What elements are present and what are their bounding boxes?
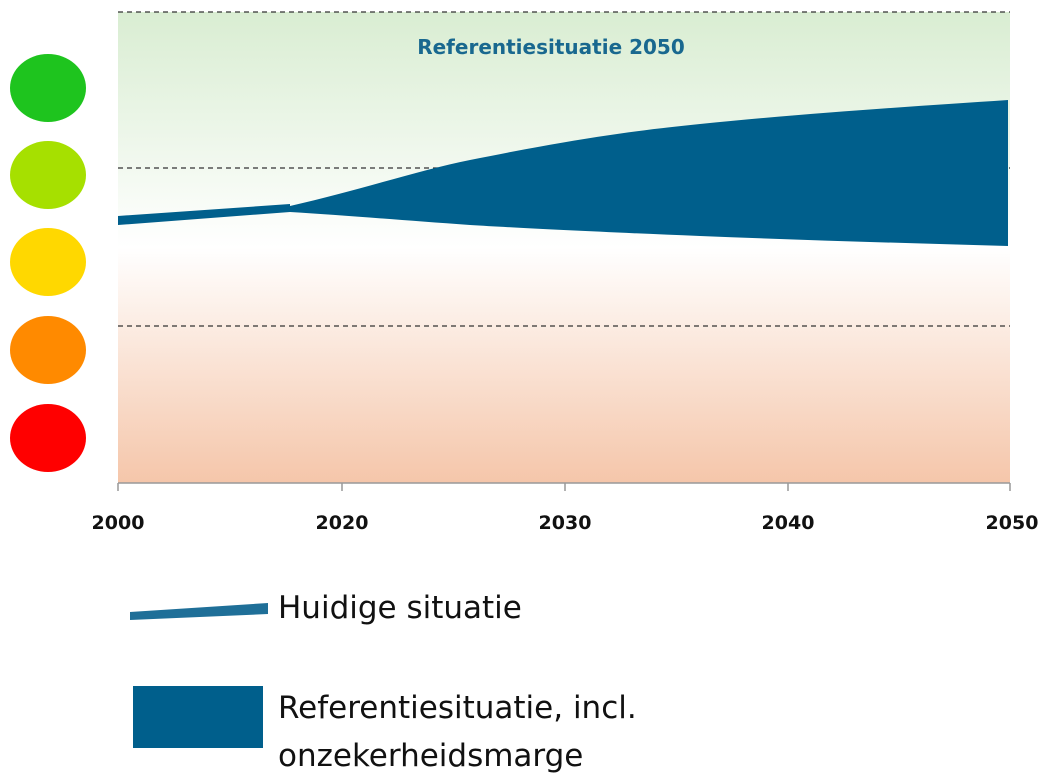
circle-yellow <box>10 228 86 296</box>
circle-lime <box>10 141 86 209</box>
reference-band <box>290 100 1008 246</box>
chart-title: Referentiesituatie 2050 <box>417 35 685 59</box>
circle-green <box>10 54 86 122</box>
x-label: 2020 <box>316 512 369 534</box>
legend-label: Referentiesituatie, incl. <box>278 690 637 726</box>
x-label: 2050 <box>986 512 1039 534</box>
circle-red <box>10 404 86 472</box>
plot-background <box>118 12 1010 483</box>
legend-swatch-reference <box>133 686 263 748</box>
legend-label: onzekerheidsmarge <box>278 738 583 774</box>
current-line <box>118 204 290 225</box>
circle-orange <box>10 316 86 384</box>
x-label: 2000 <box>92 512 145 534</box>
x-tick-marks <box>117 483 1011 491</box>
legend-label: Huidige situatie <box>278 590 522 626</box>
status-circles <box>10 54 86 472</box>
x-label: 2030 <box>539 512 592 534</box>
legend-swatch-current <box>130 603 268 620</box>
x-label: 2040 <box>762 512 815 534</box>
